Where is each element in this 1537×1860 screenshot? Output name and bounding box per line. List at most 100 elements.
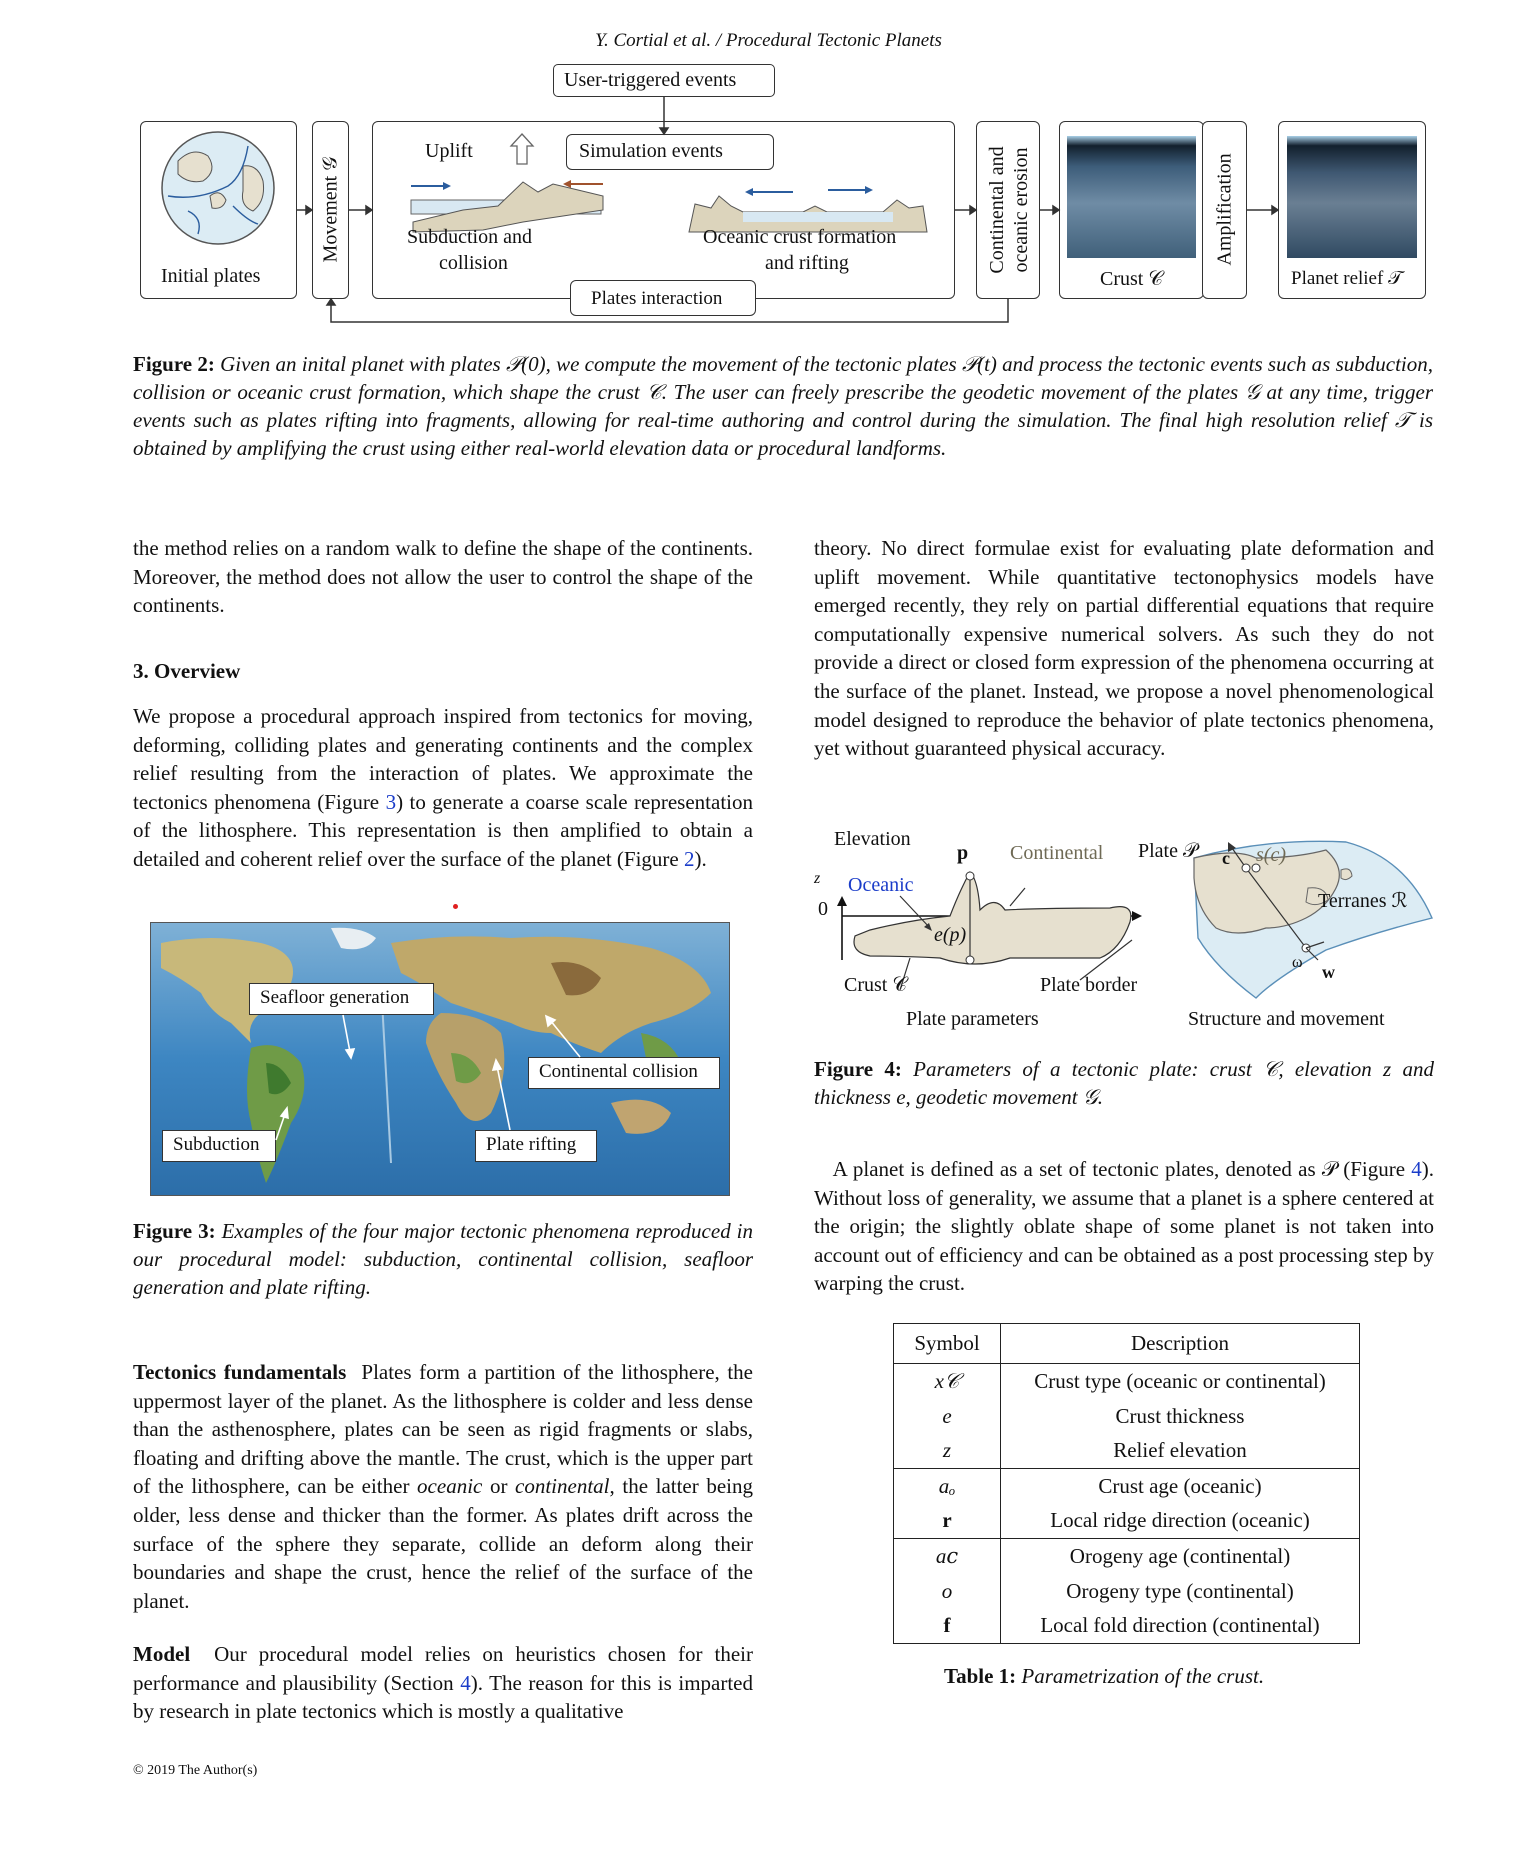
continental-collision-label: Continental collision (539, 1061, 698, 1082)
seafloor-generation-label: Seafloor generation (260, 987, 410, 1008)
copyright-footer: © 2019 The Author(s) (133, 1763, 258, 1778)
plate-parameters-label: Plate parameters (906, 1008, 1039, 1030)
symbol-cell: aₒ (893, 1468, 1001, 1504)
simulation-events-box: Simulation events (566, 134, 774, 170)
figure-2-caption-label: Figure 2: (133, 352, 215, 376)
rifting-diagram (688, 186, 928, 233)
description-header: Description (1131, 1331, 1229, 1355)
right-para-2: A planet is defined as a set of tectonic… (814, 1155, 1434, 1298)
description-cell: Local ridge direction (oceanic) (1050, 1508, 1310, 1533)
right-para2-text-b: ). Without loss of generality, we assume… (814, 1157, 1435, 1296)
crust-label: Crust 𝒞 (1100, 268, 1163, 290)
model-title: Model (133, 1642, 191, 1666)
figure-3-link[interactable]: 3 (385, 789, 397, 814)
para2-text-b: ) to generate a coarse scale representat… (133, 789, 753, 871)
table-header-row: Symbol Description (893, 1323, 1360, 1364)
sc-label: s(c) (1256, 844, 1286, 866)
seafloor-generation-label-box: Seafloor generation (249, 983, 434, 1015)
tect-or: or (482, 1474, 516, 1499)
left-para-1: the method relies on a random walk to de… (133, 536, 753, 618)
section-4-link[interactable]: 4 (460, 1670, 471, 1695)
user-triggered-events-label: User-triggered events (564, 69, 737, 91)
user-triggered-events-box: User-triggered events (553, 64, 775, 97)
red-dot (453, 904, 458, 909)
table-1-container: Symbol Description x𝒞 Crust type (oceanic… (893, 1323, 1360, 1644)
figure-4-caption-label: Figure 4: (814, 1057, 902, 1081)
tectonics-fundamentals-title: Tectonics fundamentals (133, 1360, 347, 1384)
symbol-cell: z (893, 1433, 1001, 1469)
figure-2: User-triggered events Initial plates Mov… (0, 0, 1537, 323)
figure-3-caption: Figure 3: Examples of the four major tec… (133, 1217, 753, 1301)
oceanic-label-2: and rifting (765, 252, 849, 274)
plates-interaction-label: Plates interaction (591, 288, 723, 309)
table-row: f Local fold direction (continental) (893, 1608, 1360, 1644)
movement-box: Movement 𝒢 (312, 121, 349, 299)
uplift-arrow-icon (509, 133, 535, 165)
figure-2-connectors (297, 97, 1280, 323)
description-cell: Orogeny type (continental) (1066, 1578, 1294, 1603)
table-body: x𝒞 Crust type (oceanic or continental) e Cr… (893, 1363, 1360, 1644)
initial-plates-globe (161, 131, 275, 245)
simulation-events-label: Simulation events (579, 140, 723, 162)
crust-render (1067, 136, 1196, 258)
subduction-label-box: Subduction (162, 1130, 276, 1162)
erosion-box: Continental and oceanic erosion (976, 121, 1040, 299)
tectonics-fundamentals-paragraph: Tectonics fundamentals Plates form a par… (133, 1358, 753, 1615)
description-cell: Orogeny age (continental) (1069, 1543, 1291, 1568)
running-header: Y. Cortial et al. / Procedural Tectonic … (595, 30, 942, 51)
model-text-a: Our procedural model relies on heuristic… (133, 1642, 753, 1695)
p-label: p (957, 842, 969, 864)
model-paragraph: Model Our procedural model relies on heu… (133, 1640, 753, 1726)
right-para-1: theory. No direct formulae exist for eva… (814, 536, 1434, 761)
section-3-title: 3. Overview (133, 659, 241, 683)
figure-4-link[interactable]: 4 (1411, 1157, 1422, 1181)
symbol-cell: x𝒞 (893, 1363, 1001, 1399)
structure-movement-diagram (1193, 840, 1433, 999)
w-label: w (1322, 962, 1335, 982)
crust-fig4-label: Crust 𝒞 (844, 974, 907, 996)
z-axis-label: z (814, 870, 821, 887)
crust-parameter-table: Symbol Description x𝒞 Crust type (oceanic… (893, 1323, 1360, 1644)
plates-interaction-box: Plates interaction (570, 280, 756, 316)
symbol-cell: e (893, 1398, 1001, 1434)
tect-text-b: , the latter being older, less dense and… (133, 1474, 753, 1613)
para2-text-a: We propose a procedural approach inspire… (133, 704, 753, 814)
table-row: e Crust thickness (893, 1398, 1360, 1434)
elevation-label: Elevation (834, 828, 911, 850)
figure-3-caption-label: Figure 3: (133, 1219, 216, 1243)
omega-label: ω (1292, 954, 1303, 971)
continental-collision-label-box: Continental collision (528, 1057, 720, 1089)
subduction-map-label: Subduction (173, 1134, 260, 1155)
table-1-caption-text: Parametrization of the crust. (1021, 1664, 1265, 1688)
crust-box: Crust 𝒞 (1059, 121, 1204, 299)
table-1-caption: Table 1: Parametrization of the crust. (944, 1662, 1264, 1690)
oceanic-label-1: Oceanic crust formation (703, 226, 897, 248)
plate-fig4-label: Plate 𝒫 (1138, 840, 1198, 862)
para2-text-c: ). (694, 846, 707, 871)
table-row: aₒ Crust age (oceanic) (893, 1468, 1360, 1504)
description-cell: Local fold direction (continental) (1040, 1613, 1320, 1638)
description-cell: Crust type (oceanic or continental) (1034, 1368, 1326, 1393)
figure-2-caption-text: Given an inital planet with plates 𝒫(0),… (133, 352, 1433, 460)
plate-border-label: Plate border (1040, 974, 1138, 996)
symbol-header: Symbol (893, 1323, 1001, 1364)
table-row: o Orogeny type (continental) (893, 1573, 1360, 1609)
table-row: z Relief elevation (893, 1433, 1360, 1469)
tect-continental: continental (515, 1474, 610, 1499)
figure-2-link[interactable]: 2 (684, 846, 695, 871)
description-cell: Crust thickness (1115, 1403, 1245, 1428)
symbol-cell: r (893, 1503, 1001, 1539)
subduction-diagram (410, 180, 604, 233)
symbol-cell: o (893, 1573, 1001, 1609)
symbol-cell: f (893, 1608, 1001, 1644)
tect-text-a: Plates form a partition of the lithosphe… (133, 1360, 754, 1499)
continental-label: Continental (1010, 842, 1104, 864)
plate-rifting-label: Plate rifting (486, 1134, 577, 1155)
left-para-2: We propose a procedural approach inspire… (133, 702, 753, 874)
planet-relief-label: Planet relief 𝒯 (1291, 268, 1403, 289)
tect-oceanic: oceanic (417, 1474, 483, 1499)
figure-4-caption: Figure 4: Parameters of a tectonic plate… (814, 1055, 1434, 1111)
subduction-label-2: collision (439, 252, 508, 274)
description-cell: Crust age (oceanic) (1098, 1473, 1262, 1498)
terranes-label: Terranes ℛ (1318, 890, 1408, 912)
